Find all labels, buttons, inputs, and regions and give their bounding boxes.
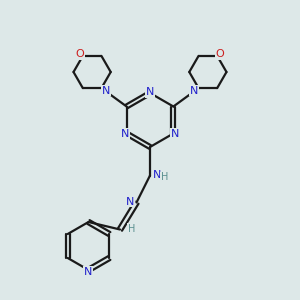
Text: H: H: [128, 224, 135, 234]
Text: N: N: [152, 170, 161, 180]
Text: N: N: [146, 87, 154, 97]
Text: O: O: [75, 50, 84, 59]
Text: N: N: [84, 267, 92, 277]
Text: O: O: [216, 50, 225, 59]
Text: H: H: [161, 172, 168, 182]
Text: N: N: [170, 128, 179, 139]
Text: N: N: [190, 85, 198, 95]
Text: N: N: [126, 197, 134, 207]
Text: N: N: [102, 85, 110, 95]
Text: N: N: [121, 128, 130, 139]
